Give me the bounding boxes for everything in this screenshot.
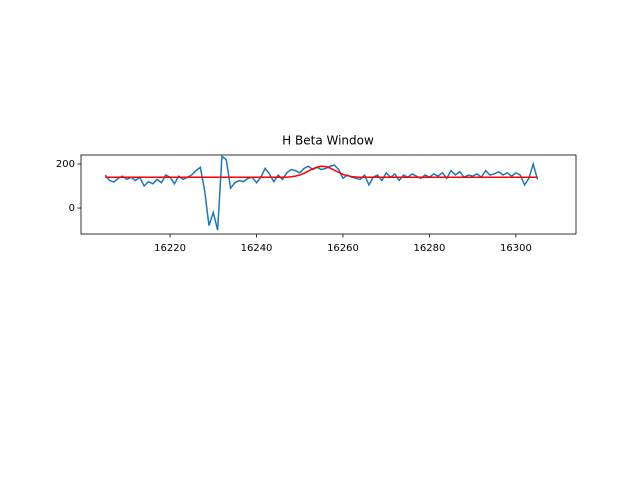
- x-tick-label: 16280: [414, 243, 446, 254]
- axes-frame: [80, 154, 577, 235]
- x-tick-label: 16300: [500, 243, 532, 254]
- data-line: [104, 154, 539, 231]
- x-tick-label: 16240: [241, 243, 273, 254]
- y-tick-label: 0: [69, 203, 75, 214]
- chart-title: H Beta Window: [282, 134, 374, 148]
- x-tick-label: 16220: [154, 243, 186, 254]
- x-tick-label: 16260: [327, 243, 359, 254]
- y-tick-label: 200: [56, 159, 75, 170]
- data-line: [105, 165, 538, 178]
